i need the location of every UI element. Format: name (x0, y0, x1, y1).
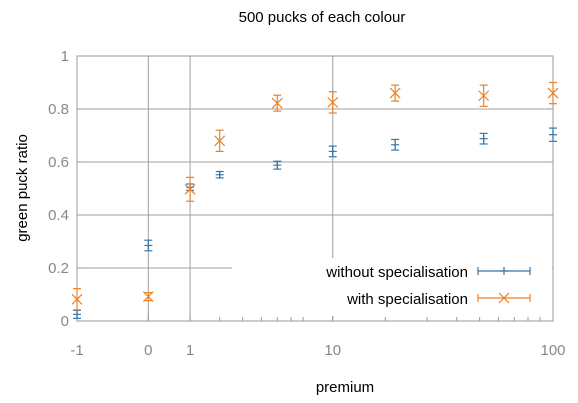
marker (478, 90, 490, 102)
legend-background (232, 258, 552, 316)
data-point (184, 176, 196, 202)
data-point (273, 160, 282, 170)
data-point (73, 309, 81, 319)
series-1 (71, 81, 559, 311)
x-tick-label: -1 (70, 342, 83, 359)
data-point (547, 81, 559, 105)
chart-title: 500 pucks of each colour (239, 9, 406, 26)
marker (214, 135, 226, 147)
series-0 (73, 127, 557, 319)
y-axis-label: green puck ratio (14, 134, 31, 242)
data-point (327, 91, 339, 114)
data-marks (71, 81, 559, 319)
marker (547, 87, 559, 99)
y-tick-label: 0.4 (48, 207, 69, 224)
legend-box (232, 258, 552, 316)
x-tick-label: 0 (144, 342, 152, 359)
data-point (144, 239, 153, 252)
data-point (214, 129, 226, 152)
y-tick-label: 0.8 (48, 101, 69, 118)
y-tick-label: 0.2 (48, 260, 69, 277)
data-point (389, 84, 401, 102)
legend: without specialisation with specialisati… (325, 264, 531, 308)
legend-label-with-specialisation: with specialisation (346, 291, 468, 308)
marker (327, 96, 339, 108)
x-tick-label: 1 (186, 342, 194, 359)
legend-sample-1 (477, 292, 531, 304)
axes (76, 55, 554, 322)
marker (142, 291, 154, 303)
data-point (479, 132, 488, 145)
data-point (215, 170, 224, 179)
legend-marker (498, 292, 510, 304)
y-tick-label: 1 (61, 48, 69, 65)
data-point (478, 84, 490, 107)
x-tick-label: 100 (540, 342, 565, 359)
tick-labels: 00.20.40.60.81-1 0 1 10 100 (48, 48, 565, 359)
marker (271, 97, 283, 109)
marker (71, 293, 83, 305)
data-point (142, 291, 154, 303)
data-point (328, 145, 337, 158)
data-point (71, 288, 83, 311)
data-point (271, 94, 283, 112)
x-tick-label: 10 (324, 342, 341, 359)
marker (184, 183, 196, 195)
plot-frame (76, 55, 554, 322)
x-axis-label: premium (316, 379, 374, 396)
marker (389, 87, 401, 99)
data-point (549, 127, 557, 142)
y-tick-label: 0 (61, 313, 69, 330)
legend-label-without-specialisation: without specialisation (325, 264, 468, 281)
data-point (391, 138, 400, 151)
y-tick-label: 0.6 (48, 154, 69, 171)
legend-sample-0 (477, 267, 531, 275)
